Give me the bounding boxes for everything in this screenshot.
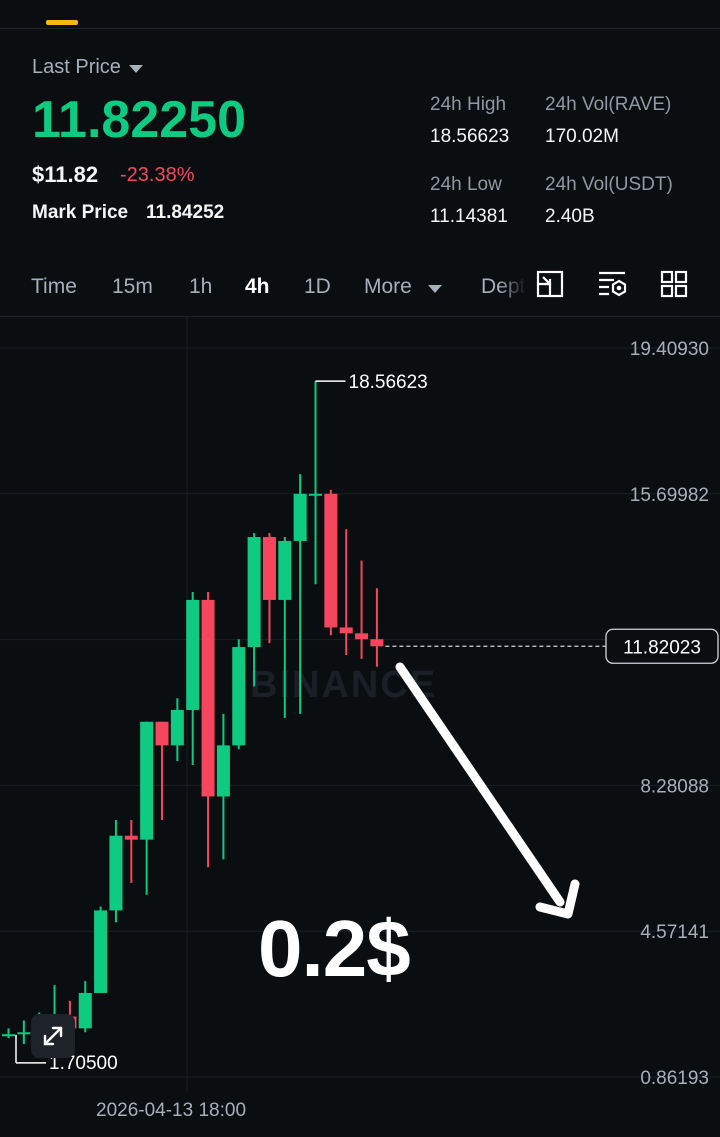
candle-body (370, 639, 384, 647)
candle-body (232, 647, 246, 746)
candle (124, 820, 138, 883)
candle-body (78, 992, 92, 1029)
candle (247, 533, 261, 687)
chevron-down-icon (428, 285, 442, 293)
candle-body (278, 540, 292, 600)
tab-15m[interactable]: 15m (112, 275, 153, 298)
candle (17, 1020, 31, 1045)
candle (78, 981, 92, 1033)
expand-chart-button[interactable] (31, 1014, 75, 1058)
candle-body (355, 633, 369, 640)
y-tick-label: 15.69982 (630, 485, 709, 506)
candle-body (247, 537, 261, 648)
tab-time[interactable]: Time (31, 275, 77, 298)
last-price-selector[interactable]: Last Price (32, 56, 143, 79)
candle (309, 381, 322, 585)
candle-body (170, 709, 184, 746)
candle (216, 713, 230, 860)
price-axis: 19.4093015.6998211.990358.280884.571410.… (630, 339, 709, 1089)
candle (339, 529, 353, 655)
mark-price-label[interactable]: Mark Price (32, 202, 129, 223)
last-price-label: Last Price (32, 56, 121, 78)
tab-1d[interactable]: 1D (304, 275, 331, 298)
layout-grid-icon[interactable] (658, 268, 690, 300)
tab-more[interactable]: More (364, 275, 412, 298)
candle-body (155, 721, 169, 746)
top-divider (0, 28, 720, 29)
vol-quote-label: 24h Vol(USDT) (545, 174, 673, 195)
low-marker-label: 1.70500 (49, 1053, 118, 1074)
candle (262, 533, 276, 644)
indicator-settings-icon[interactable] (596, 268, 628, 300)
price-markers: 18.56623 1.70500 11.82023 (15, 372, 719, 1074)
high-24h-label: 24h High (430, 94, 507, 115)
candle (232, 639, 246, 750)
candle-body (216, 745, 230, 797)
candle (201, 592, 215, 868)
candle (94, 906, 108, 993)
last-price-value: 11.82250 (32, 91, 247, 149)
tab-depth[interactable]: Depth (481, 275, 526, 298)
mark-price-value: 11.84252 (146, 202, 225, 223)
last-price-box (605, 628, 719, 664)
candle-body (17, 1032, 31, 1035)
candle (2, 1028, 15, 1039)
expand-icon (43, 1026, 63, 1046)
candlestick-chart[interactable]: BINANCE 19.4093015.6998211.990358.280884… (0, 317, 720, 1137)
x-axis-date-label: 2026-04-13 18:00 (96, 1100, 246, 1121)
candle (324, 489, 338, 636)
last-price-marker-label: 11.82023 (623, 637, 701, 658)
low-24h-label: 24h Low (430, 174, 502, 195)
vol-quote-value: 2.40B (545, 206, 595, 227)
interval-bar: Time 15m 1h 4h 1D More Depth (0, 265, 720, 311)
candle (109, 820, 123, 923)
tab-4h[interactable]: 4h (245, 275, 270, 298)
high-marker-label: 18.56623 (349, 372, 428, 393)
caret-down-icon (128, 64, 143, 73)
active-tab-indicator (46, 20, 78, 25)
candle-body (124, 835, 138, 840)
interval-divider (0, 316, 720, 317)
candle-body (201, 599, 215, 797)
usd-price: $11.82 (32, 162, 99, 187)
candle (370, 588, 384, 667)
high-24h-value: 18.56623 (430, 126, 510, 147)
candle-body (309, 493, 322, 496)
tab-1h[interactable]: 1h (189, 275, 213, 298)
candle (155, 721, 169, 821)
candle-body (293, 493, 307, 541)
candle-body (94, 910, 108, 993)
candle (140, 721, 154, 895)
candle (278, 537, 292, 718)
chart-settings-icon[interactable] (534, 268, 566, 300)
candle-body (339, 627, 353, 634)
price-change-percent: -23.38% (120, 164, 195, 186)
vol-base-label: 24h Vol(RAVE) (545, 94, 672, 115)
candles (2, 381, 384, 1045)
vol-base-value: 170.02M (545, 126, 619, 147)
candle (170, 698, 184, 762)
candle-body (2, 1034, 15, 1037)
y-tick-label: 8.28088 (640, 776, 709, 797)
candle-body (140, 721, 154, 840)
candle (293, 474, 307, 714)
low-24h-value: 11.14381 (430, 206, 508, 227)
candle (186, 592, 200, 765)
candle-body (324, 493, 338, 628)
y-tick-label: 4.57141 (640, 922, 709, 943)
candle-body (109, 835, 123, 911)
candle-body (186, 599, 200, 710)
price-target-annotation: 0.2$ (258, 904, 411, 993)
y-tick-label: 0.86193 (640, 1068, 709, 1089)
candle (355, 560, 369, 659)
down-arrow-annotation (395, 662, 580, 919)
y-tick-label: 19.40930 (630, 339, 709, 360)
candle-body (262, 537, 276, 600)
